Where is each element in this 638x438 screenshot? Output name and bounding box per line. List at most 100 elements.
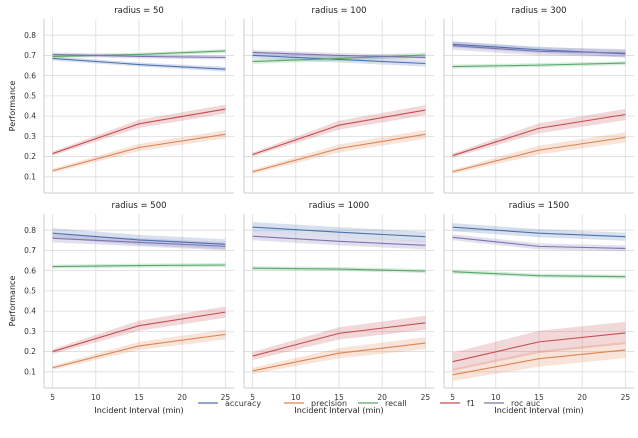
x-tick-label: 5 xyxy=(450,393,455,402)
x-tick-label: 20 xyxy=(577,393,587,402)
x-tick-label: 10 xyxy=(291,393,301,402)
series-line-f1 xyxy=(452,332,626,363)
panel-radius-500: radius = 500 0.1 0.2 0.3 0.4 0.5 0.6 0.7 0.8 Perf… xyxy=(8,201,234,415)
series-line-precision xyxy=(252,133,426,173)
panel-title: radius = 50 xyxy=(114,6,164,16)
y-tick-label: 0.1 xyxy=(24,367,36,376)
panel-title: radius = 100 xyxy=(311,6,366,16)
panels-layer: radius = 50 0.1 0.2 0.3 0.4 0.5 0.6 0.7 0.8 Perfo… xyxy=(8,6,634,415)
y-tick-label: 0.4 xyxy=(24,307,36,316)
y-tick-label: 0.6 xyxy=(24,266,36,275)
x-axis-label: Incident Interval (min) xyxy=(294,406,383,415)
ci-band-f1 xyxy=(252,315,426,361)
legend-label: precision xyxy=(311,399,347,408)
panel-title: radius = 300 xyxy=(511,6,566,16)
ci-band-accuracy xyxy=(452,223,626,241)
ci-band-precision xyxy=(52,329,226,370)
ci-band-precision xyxy=(252,337,426,374)
series-line-recall xyxy=(452,62,626,68)
series-line-precision xyxy=(252,342,426,372)
y-tick-label: 0.8 xyxy=(24,31,36,40)
series-line-recall xyxy=(252,54,426,63)
y-tick-label: 0.7 xyxy=(24,51,36,60)
panel-radius-50: radius = 50 0.1 0.2 0.3 0.4 0.5 0.6 0.7 0.8 Perfo… xyxy=(8,6,234,194)
series-line-f1 xyxy=(252,109,426,156)
panel-title: radius = 1000 xyxy=(309,201,369,211)
ci-band-precision xyxy=(452,341,626,381)
y-tick-label: 0.3 xyxy=(24,132,36,141)
series-line-precision xyxy=(452,349,626,376)
series-line-accuracy xyxy=(52,232,226,245)
series-line-roc-auc xyxy=(452,236,626,249)
ci-band-recall xyxy=(252,266,426,274)
y-tick-label: 0.2 xyxy=(24,152,36,161)
ci-band-f1 xyxy=(452,321,626,371)
y-axis-label: Performance xyxy=(8,81,17,132)
x-tick-label: 15 xyxy=(534,393,544,402)
y-tick-label: 0.8 xyxy=(24,226,36,235)
y-tick-label: 0.7 xyxy=(24,246,36,255)
series-line-roc-auc xyxy=(52,237,226,247)
series-line-precision xyxy=(52,333,226,369)
series-line-accuracy xyxy=(52,57,226,70)
y-axis-label: Performance xyxy=(8,276,17,327)
panel-title: radius = 500 xyxy=(111,201,166,211)
legend-entry-roc-auc: roc auc xyxy=(484,399,540,408)
y-tick-label: 0.1 xyxy=(24,172,36,181)
panel-title: radius = 1500 xyxy=(509,201,569,211)
series-line-recall xyxy=(252,267,426,272)
y-tick-label: 0.6 xyxy=(24,71,36,80)
series-line-roc-auc xyxy=(452,45,626,54)
legend: accuracy precision recall f1 roc auc xyxy=(198,399,540,408)
x-tick-label: 15 xyxy=(134,393,144,402)
ci-band-f1 xyxy=(52,306,226,355)
series-line-recall xyxy=(52,50,226,57)
x-tick-label: 25 xyxy=(221,393,231,402)
y-tick-label: 0.3 xyxy=(24,327,36,336)
y-tick-label: 0.5 xyxy=(24,91,36,100)
y-tick-label: 0.2 xyxy=(24,347,36,356)
x-axis-label: Incident Interval (min) xyxy=(94,406,183,415)
y-tick-label: 0.4 xyxy=(24,112,36,121)
panel-radius-1500: radius = 1500 5 10 15 20 25 Incident Interval … xyxy=(443,201,634,415)
series-line-roc-auc xyxy=(252,235,426,246)
legend-label: roc auc xyxy=(511,399,540,408)
x-tick-label: 20 xyxy=(177,393,187,402)
legend-entry-f1: f1 xyxy=(440,399,475,408)
panel-radius-100: radius = 100 xyxy=(243,6,434,194)
series-line-f1 xyxy=(252,322,426,357)
series-line-f1 xyxy=(52,108,226,155)
ci-band-precision xyxy=(452,132,626,174)
legend-label: f1 xyxy=(467,399,475,408)
series-line-f1 xyxy=(452,113,626,157)
x-tick-label: 20 xyxy=(377,393,387,402)
legend-label: accuracy xyxy=(225,399,261,408)
x-tick-label: 10 xyxy=(491,393,501,402)
x-tick-label: 15 xyxy=(334,393,344,402)
series-line-precision xyxy=(52,133,226,172)
panel-radius-300: radius = 300 xyxy=(443,6,634,194)
x-tick-label: 10 xyxy=(91,393,101,402)
series-line-accuracy xyxy=(252,54,426,65)
panel-radius-1000: radius = 1000 5 10 15 20 25 Incident Interval … xyxy=(243,201,434,415)
ci-band-precision xyxy=(252,129,426,174)
legend-entry-accuracy: accuracy xyxy=(198,399,261,408)
y-tick-label: 0.5 xyxy=(24,286,36,295)
legend-label: recall xyxy=(385,399,407,408)
x-tick-label: 25 xyxy=(621,393,631,402)
series-line-precision xyxy=(452,136,626,173)
x-tick-label: 5 xyxy=(250,393,255,402)
legend-entry-recall: recall xyxy=(358,399,407,408)
ci-band-f1 xyxy=(52,104,226,156)
legend-entry-precision: precision xyxy=(284,399,347,408)
x-axis-label: Incident Interval (min) xyxy=(494,406,583,415)
series-line-recall xyxy=(52,264,226,268)
series-line-accuracy xyxy=(452,226,626,238)
x-tick-label: 25 xyxy=(421,393,431,402)
series-line-f1 xyxy=(52,311,226,353)
x-tick-label: 5 xyxy=(50,393,55,402)
series-line-accuracy xyxy=(252,226,426,238)
series-line-roc-auc xyxy=(52,53,226,58)
